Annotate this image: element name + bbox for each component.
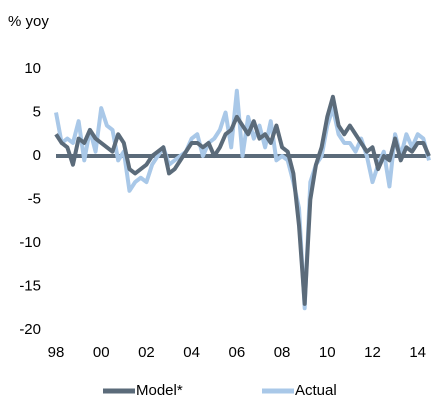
x-tick-label: 04	[183, 344, 200, 361]
x-tick-label: 02	[138, 344, 155, 361]
y-tick-label: -20	[19, 321, 41, 338]
x-tick-label: 08	[274, 344, 291, 361]
x-tick-label: 14	[409, 344, 426, 361]
x-tick-label: 00	[93, 344, 110, 361]
x-tick-label: 06	[229, 344, 246, 361]
y-axis-label: % yoy	[8, 13, 49, 30]
x-tick-label: 98	[48, 344, 65, 361]
series-line	[54, 88, 431, 311]
legend-label: Actual	[295, 382, 337, 399]
legend-label: Model*	[136, 382, 183, 399]
x-tick-label: 12	[364, 344, 381, 361]
y-tick-label: 10	[24, 60, 41, 77]
y-tick-label: -15	[19, 277, 41, 294]
x-tick-label: 10	[319, 344, 336, 361]
y-tick-label: 5	[33, 103, 41, 120]
series-line	[54, 94, 431, 306]
y-tick-label: 0	[33, 147, 41, 164]
y-tick-label: -5	[28, 190, 41, 207]
y-tick-label: -10	[19, 234, 41, 251]
